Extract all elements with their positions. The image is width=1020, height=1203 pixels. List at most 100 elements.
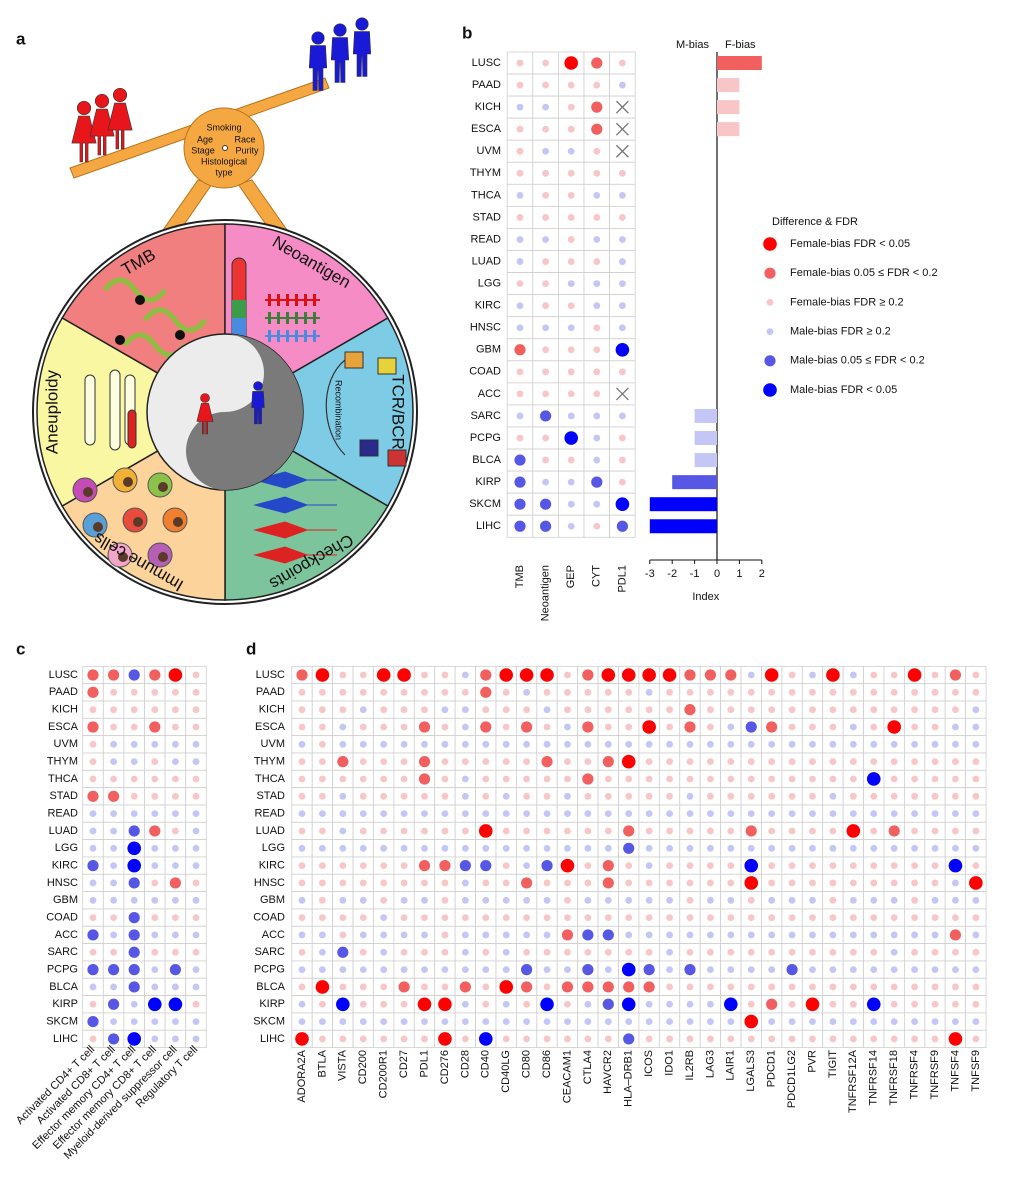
- dot: [89, 914, 97, 922]
- x-tick-label: -2: [667, 568, 677, 580]
- dot: [461, 775, 469, 783]
- dot: [543, 931, 551, 939]
- row-label: KIRC: [475, 300, 501, 312]
- dot: [849, 758, 857, 766]
- dot: [615, 342, 630, 357]
- dot: [110, 948, 117, 956]
- column-label: CYT: [591, 565, 603, 587]
- dot: [192, 862, 200, 870]
- dot: [747, 931, 755, 939]
- dot: [298, 966, 306, 974]
- dot: [192, 896, 200, 904]
- dot: [441, 1018, 449, 1025]
- dot: [686, 931, 694, 939]
- dot: [829, 827, 837, 835]
- dot: [604, 914, 612, 922]
- dot: [461, 931, 469, 939]
- dot: [543, 983, 551, 991]
- dot: [890, 948, 898, 956]
- dot: [619, 236, 626, 243]
- dot: [727, 983, 735, 991]
- dot: [619, 59, 626, 67]
- dot: [502, 931, 510, 939]
- dot: [542, 169, 549, 177]
- dot: [502, 896, 510, 904]
- dot: [441, 914, 449, 922]
- row-label: KIRC: [52, 860, 78, 872]
- dot: [298, 688, 306, 696]
- dot: [438, 997, 452, 1012]
- row-label: KICH: [259, 704, 285, 716]
- dot: [949, 929, 962, 941]
- dot: [666, 879, 673, 887]
- panel-label: d: [246, 639, 256, 658]
- dot: [567, 478, 575, 486]
- gene-segment: [344, 351, 364, 369]
- dot: [890, 983, 898, 991]
- dot: [829, 1035, 837, 1043]
- dot: [192, 775, 200, 783]
- dot: [298, 758, 306, 766]
- dot: [727, 740, 735, 748]
- dot: [911, 966, 918, 974]
- dot: [866, 772, 881, 786]
- chromosome-band: [232, 300, 246, 318]
- dot: [593, 390, 601, 398]
- dot: [523, 862, 531, 870]
- dot: [542, 258, 549, 265]
- dot: [931, 810, 939, 818]
- dot: [482, 758, 490, 766]
- dot: [523, 1000, 531, 1008]
- legend-swatch: [766, 299, 774, 306]
- dot: [400, 844, 408, 852]
- dot: [911, 688, 918, 696]
- dot: [887, 720, 901, 734]
- dot: [604, 792, 612, 800]
- dot: [110, 688, 117, 696]
- dot: [127, 1032, 141, 1046]
- figure-head: [333, 23, 347, 37]
- dot: [168, 997, 183, 1012]
- dot: [788, 775, 796, 783]
- dot: [461, 1035, 469, 1043]
- dot: [809, 966, 816, 974]
- dot: [400, 966, 408, 974]
- row-label: BLCA: [49, 981, 78, 993]
- column-label: PDCD1LG2: [786, 1050, 798, 1108]
- dot: [849, 723, 857, 731]
- dot: [298, 706, 306, 714]
- dot: [604, 1035, 612, 1043]
- nucleus: [158, 552, 168, 562]
- dot: [543, 827, 551, 835]
- dot: [339, 775, 347, 783]
- dot: [619, 169, 626, 177]
- dot: [461, 740, 469, 748]
- row-label: LUSC: [256, 669, 285, 681]
- dot: [359, 827, 367, 835]
- dot: [567, 169, 575, 177]
- dot: [952, 879, 959, 887]
- dot: [890, 862, 898, 870]
- dot: [543, 706, 551, 714]
- dot: [359, 1000, 367, 1008]
- bar: [649, 497, 717, 512]
- segment-label: TCR/BCR: [389, 374, 408, 450]
- dot: [849, 775, 857, 783]
- dot: [952, 914, 959, 922]
- dot: [768, 706, 776, 714]
- dot: [768, 896, 776, 904]
- dot: [911, 1018, 918, 1025]
- dot: [89, 827, 97, 835]
- dot: [87, 669, 99, 681]
- dot: [645, 792, 653, 800]
- dot: [359, 1035, 367, 1043]
- x-axis-label: Index: [692, 591, 719, 603]
- row-label: PCPG: [47, 964, 78, 976]
- dot: [128, 825, 140, 837]
- dot: [482, 948, 490, 956]
- dot: [516, 191, 524, 199]
- sequence-tick: [295, 294, 298, 306]
- dot: [584, 810, 592, 818]
- dot: [502, 688, 510, 696]
- dot: [686, 862, 694, 870]
